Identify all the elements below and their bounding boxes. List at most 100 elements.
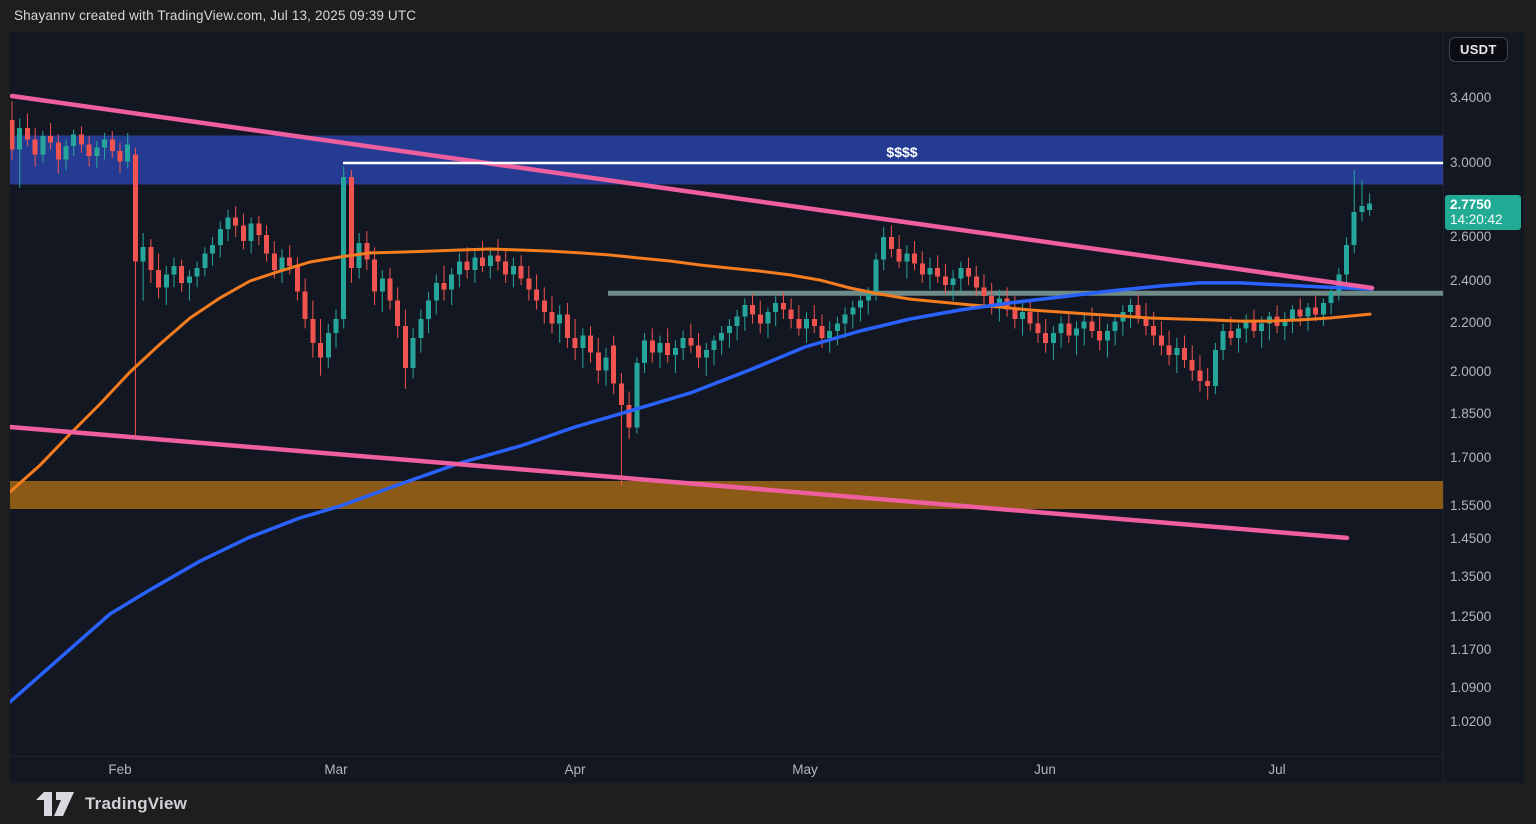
candle-body bbox=[1128, 305, 1134, 313]
candle-body bbox=[942, 276, 948, 286]
candle-body bbox=[387, 278, 393, 301]
candle-body bbox=[526, 278, 532, 290]
candle-body bbox=[1043, 333, 1049, 343]
candle-body bbox=[865, 293, 871, 301]
footer-bar: TradingView bbox=[0, 783, 1536, 824]
candle-body bbox=[310, 318, 316, 343]
candle-body bbox=[418, 318, 424, 338]
candle-body bbox=[1313, 307, 1319, 315]
candle-body bbox=[264, 235, 270, 254]
candle-body bbox=[449, 274, 455, 290]
resistance-zone bbox=[10, 135, 1443, 185]
candle-body bbox=[688, 337, 694, 346]
candle-body bbox=[333, 318, 339, 334]
candle-body bbox=[32, 139, 38, 155]
candle-body bbox=[179, 265, 185, 283]
candle-body bbox=[1320, 302, 1326, 315]
candle-body bbox=[1166, 345, 1172, 356]
upper-trendline bbox=[10, 93, 1375, 291]
candle-body bbox=[557, 314, 563, 324]
candle-body bbox=[734, 316, 740, 327]
candle-body bbox=[132, 154, 138, 262]
candle-body bbox=[703, 350, 709, 358]
candle-body bbox=[603, 357, 609, 371]
candle-body bbox=[649, 340, 655, 353]
orange-ma-line bbox=[10, 247, 1372, 494]
price-tick-label: 1.4500 bbox=[1450, 531, 1492, 546]
price-tick-label: 2.6000 bbox=[1450, 229, 1492, 244]
candle-body bbox=[696, 345, 702, 358]
price-axis[interactable]: USDT 3.4000 3.0000 2.6000 2.4000 2.2000 2.000… bbox=[1443, 32, 1524, 783]
candle-body bbox=[1228, 330, 1234, 338]
candle-body bbox=[372, 259, 378, 292]
price-tick-label: 1.0200 bbox=[1450, 714, 1492, 729]
candle-body bbox=[765, 312, 771, 324]
candle-body bbox=[1236, 328, 1242, 338]
candle-body bbox=[1020, 312, 1026, 319]
candle-body bbox=[1243, 321, 1249, 329]
candle-body bbox=[48, 136, 54, 143]
candle-body bbox=[1035, 323, 1041, 334]
candle-body bbox=[40, 136, 46, 155]
price-tick-label: 3.0000 bbox=[1450, 155, 1492, 170]
time-axis[interactable]: Feb Mar Apr May Jun Jul bbox=[10, 756, 1443, 784]
candle-body bbox=[595, 352, 601, 371]
candle-body bbox=[518, 265, 524, 279]
candle-body bbox=[248, 223, 254, 242]
candle-body bbox=[441, 282, 447, 290]
candle-body bbox=[719, 333, 725, 341]
candle-body bbox=[534, 289, 540, 301]
candle-body bbox=[773, 302, 779, 313]
tradingview-logo-link[interactable]: TradingView bbox=[36, 791, 187, 816]
candle-body bbox=[71, 134, 77, 147]
candle-body bbox=[657, 342, 663, 353]
candle-body bbox=[1251, 321, 1257, 331]
candle-body bbox=[194, 267, 200, 277]
candle-body bbox=[996, 298, 1002, 306]
candle-body bbox=[626, 405, 632, 428]
candle-body bbox=[1097, 330, 1103, 341]
candle-body bbox=[94, 147, 100, 157]
candle-body bbox=[1282, 318, 1288, 327]
candle-body bbox=[456, 261, 462, 275]
candle-body bbox=[742, 305, 748, 317]
candle-body bbox=[1290, 309, 1296, 319]
candle-body bbox=[819, 326, 825, 338]
candle-body bbox=[1189, 360, 1195, 371]
candle-body bbox=[341, 177, 347, 319]
chart-canvas[interactable]: $$$$ bbox=[10, 32, 1443, 756]
price-tick-label: 1.8500 bbox=[1450, 406, 1492, 421]
candle-body bbox=[210, 245, 216, 254]
candle-body bbox=[1104, 330, 1110, 341]
candle-body bbox=[487, 255, 493, 266]
candle-body bbox=[1220, 330, 1226, 351]
price-tick-label: 1.0900 bbox=[1450, 680, 1492, 695]
candle-body bbox=[827, 330, 833, 338]
candle-body bbox=[294, 265, 300, 292]
candle-body bbox=[1151, 326, 1157, 336]
candle-body bbox=[950, 278, 956, 286]
candle-body bbox=[503, 261, 509, 275]
candle-body bbox=[881, 237, 887, 260]
candle-body bbox=[912, 253, 918, 264]
candle-body bbox=[302, 291, 308, 319]
candle-body bbox=[348, 177, 354, 268]
candle-body bbox=[611, 345, 617, 384]
price-tick-label: 1.5500 bbox=[1450, 498, 1492, 513]
candle-body bbox=[433, 282, 439, 301]
price-tick-label: 1.1700 bbox=[1450, 642, 1492, 657]
candle-body bbox=[109, 139, 115, 152]
candle-body bbox=[788, 309, 794, 319]
chart-plot-area[interactable]: $$$$ bbox=[10, 32, 1443, 756]
chart-widget: $$$$ USDT 3.4000 3.0000 2.6000 2.4000 2.2000… bbox=[10, 32, 1524, 784]
candle-body bbox=[163, 274, 169, 288]
candle-body bbox=[796, 318, 802, 329]
candle-body bbox=[1012, 309, 1018, 319]
price-tick-label: 2.4000 bbox=[1450, 273, 1492, 288]
candle-body bbox=[472, 257, 478, 271]
candle-body bbox=[958, 267, 964, 279]
candle-body bbox=[896, 249, 902, 262]
candle-body bbox=[410, 337, 416, 368]
candle-body bbox=[125, 144, 131, 162]
